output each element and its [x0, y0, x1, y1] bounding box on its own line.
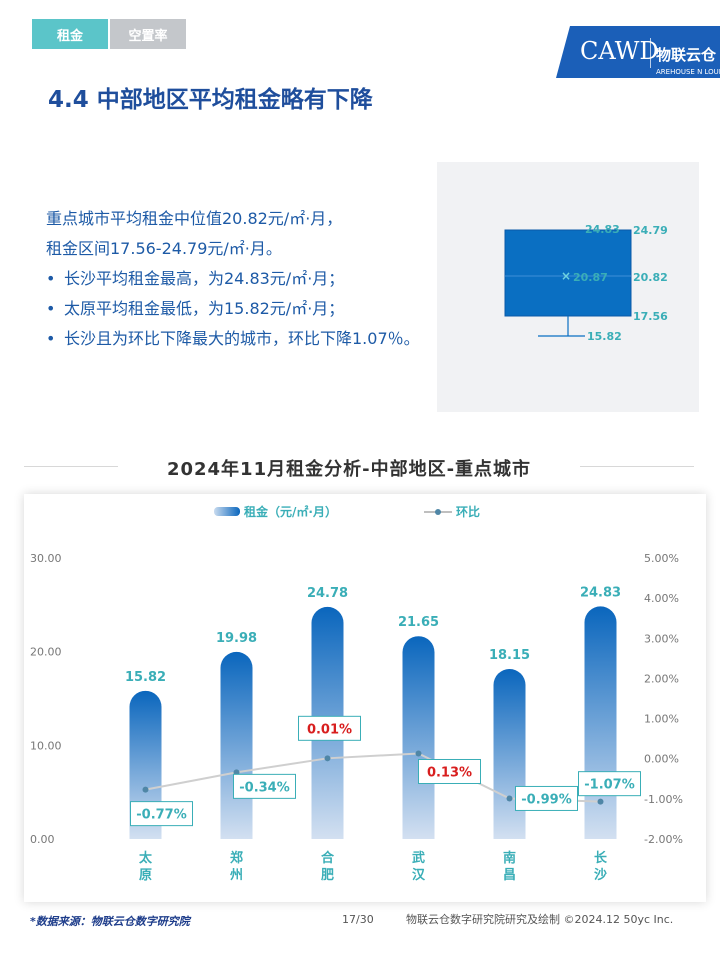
mom-label-box [130, 801, 193, 827]
y-right-tick-label: 4.00% [644, 592, 679, 605]
boxplot-q3-label: 24.79 [633, 224, 668, 237]
summary-text: 重点城市平均租金中位值20.82元/㎡·月， 租金区间17.56-24.79元/… [46, 204, 426, 354]
tab-vacancy[interactable]: 空置率 [110, 19, 186, 49]
y-right-tick-label: 5.00% [644, 552, 679, 565]
svg-text:×: × [561, 269, 571, 283]
category-label: 南 [503, 850, 516, 866]
mom-value-label: 0.13% [427, 765, 472, 780]
logo-sub: AREHOUSE N LOUD [656, 68, 720, 76]
category-label: 合 [321, 850, 335, 866]
category-label: 太 [138, 850, 153, 866]
footer-credit: 物联云仓数字研究院研究及绘制 ©2024.12 50yc Inc. [406, 913, 674, 926]
category-label: 郑 [230, 850, 243, 866]
boxplot-panel: × 24.83 24.79 20.87 20.82 17.56 15.82 [437, 162, 699, 412]
legend-line-label: 环比 [456, 504, 480, 519]
page-title: 4.4 中部地区平均租金略有下降 [48, 87, 373, 113]
mom-label-box [298, 715, 361, 741]
bar-value-label: 24.78 [307, 586, 348, 601]
legend-line-marker [435, 509, 441, 515]
logo-brand: 物联云仓 [656, 46, 717, 64]
y-right-tick-label: -2.00% [644, 833, 683, 846]
y-left-tick-label: 30.00 [30, 552, 62, 565]
category-label: 沙 [594, 868, 607, 883]
footer-source: *数据来源：物联云仓数字研究院 [30, 915, 190, 928]
category-label: 长 [594, 850, 608, 866]
mom-label-box [418, 758, 481, 784]
tab-rent[interactable]: 租金 [32, 19, 108, 49]
boxplot-max-label: 24.83 [585, 223, 620, 236]
mom-value-label: -0.34% [239, 780, 290, 795]
bar [402, 636, 435, 839]
bar [220, 651, 253, 839]
boxplot-box [504, 229, 632, 317]
mom-point [324, 755, 331, 762]
category-label: 肥 [321, 867, 334, 883]
summary-line-1: 重点城市平均租金中位值20.82元/㎡·月， [46, 209, 343, 228]
y-right-tick-label: -1.00% [644, 793, 683, 806]
cawd-logo: CAWD 物联云仓 AREHOUSE N LOUD [556, 26, 720, 78]
y-left-tick-label: 20.00 [30, 646, 62, 659]
mom-label-box [578, 771, 641, 797]
boxplot-mean-label: 20.87 [573, 271, 608, 284]
legend-bar-label: 租金（元/㎡·月） [244, 504, 337, 519]
y-right-tick-label: 2.00% [644, 672, 679, 685]
page-number: 17/30 [342, 913, 374, 926]
mom-point [142, 786, 149, 793]
mom-value-label: -0.99% [521, 792, 572, 807]
mom-value-label: 0.01% [307, 722, 352, 737]
category-label: 武 [412, 850, 425, 866]
y-left-tick-label: 0.00 [30, 833, 55, 846]
mom-point [415, 750, 422, 757]
summary-line-2: 租金区间17.56-24.79元/㎡·月。 [46, 239, 282, 258]
boxplot-min-label: 15.82 [587, 330, 622, 343]
summary-bullet: 太原平均租金最低，为15.82元/㎡·月； [46, 294, 426, 324]
mom-point [506, 795, 513, 802]
bar-value-label: 19.98 [216, 631, 257, 646]
mom-point [597, 798, 604, 805]
summary-bullet: 长沙且为环比下降最大的城市，环比下降1.07％。 [46, 324, 426, 354]
mom-label-box [233, 773, 296, 799]
section-title: 2024年11月租金分析-中部地区-重点城市 [118, 449, 580, 487]
legend-bar-swatch [214, 507, 240, 516]
bar [493, 668, 526, 839]
category-label: 昌 [503, 868, 516, 883]
category-label: 原 [139, 868, 152, 883]
boxplot-chart: × 24.83 24.79 20.87 20.82 17.56 15.82 [504, 223, 668, 343]
logo-acronym: CAWD [580, 37, 659, 65]
rent-chart-card: 租金（元/㎡·月） 环比 0.00 10.00 20.00 30.00 -2.00% -1… [24, 494, 706, 902]
mom-label-box [515, 785, 578, 811]
y-right-tick-label: 0.00% [644, 753, 679, 766]
boxplot-median-label: 20.82 [633, 271, 668, 284]
mom-value-label: -1.07% [584, 778, 635, 793]
summary-bullet: 长沙平均租金最高，为24.83元/㎡·月； [46, 264, 426, 294]
bar-value-label: 21.65 [398, 615, 439, 630]
mom-value-label: -0.77% [136, 808, 187, 823]
bar-value-label: 15.82 [125, 670, 166, 685]
boxplot-q1-label: 17.56 [633, 310, 668, 323]
y-left-tick-label: 10.00 [30, 739, 62, 752]
y-right-tick-label: 1.00% [644, 713, 679, 726]
bar-value-label: 18.15 [489, 648, 530, 663]
category-label: 州 [229, 868, 243, 883]
rent-chart: 租金（元/㎡·月） 环比 0.00 10.00 20.00 30.00 -2.00% -1… [30, 504, 683, 883]
y-right-tick-label: 3.00% [644, 632, 679, 645]
bar-value-label: 24.83 [580, 585, 621, 600]
category-label: 汉 [412, 867, 426, 883]
